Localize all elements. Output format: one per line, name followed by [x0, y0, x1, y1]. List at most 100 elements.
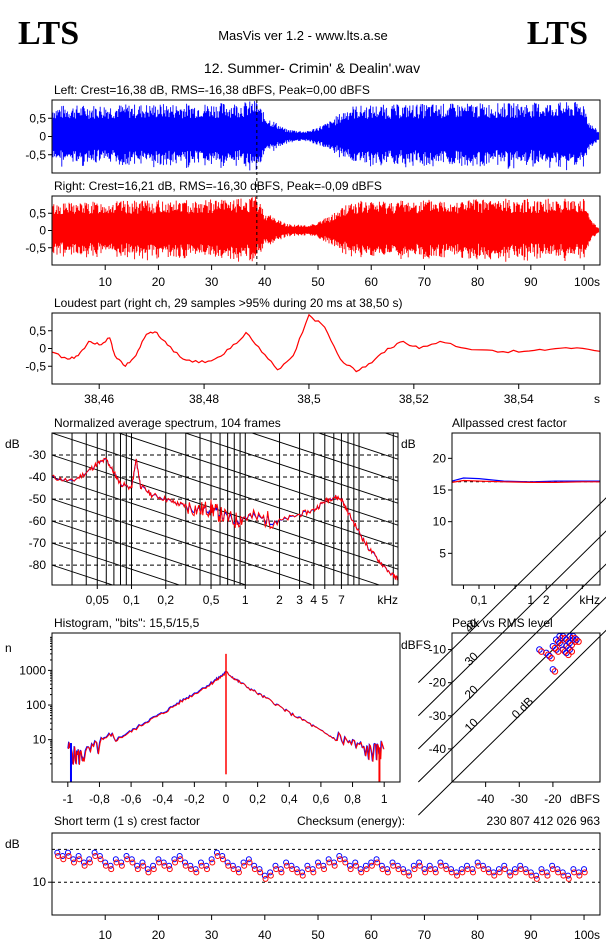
loudest-x-label: 38,52 [399, 392, 429, 406]
short-crest-point-left [251, 862, 258, 869]
peak-rms-title: Peak vs RMS level [452, 616, 553, 630]
spectrum-slope-line [52, 433, 398, 548]
short-crest-point-right [251, 866, 258, 873]
peak-rms-point-right [575, 638, 582, 645]
spectrum-slope-line [52, 520, 248, 585]
short-crest-point-left [474, 859, 481, 866]
loudest-x-label: 38,46 [84, 392, 114, 406]
short-crest-point-left [64, 849, 71, 856]
crest-series-0 [451, 477, 600, 483]
short-crest-point-right [108, 866, 115, 873]
short-crest-point-left [155, 856, 162, 863]
spectrum-y-label: -80 [29, 558, 47, 572]
short-crest-point-left [208, 856, 215, 863]
peak-rms-y-label: -10 [429, 643, 447, 657]
right-waveform-y-label: 0,5 [29, 206, 46, 220]
histogram-x-label: 1 [381, 792, 388, 806]
short-crest-point-left [416, 859, 423, 866]
spectrum-x-label: 0,5 [203, 593, 220, 607]
short-crest-point-left [182, 859, 189, 866]
peak-rms-diag-label: 0 dB [509, 694, 536, 721]
short-crest-point-left [54, 849, 61, 856]
peak-rms-y-label: -20 [429, 676, 447, 690]
short-crest-point-left [197, 859, 204, 866]
loudest-x-label: 38,54 [504, 392, 534, 406]
waveform-x-label: 100 [574, 275, 594, 289]
spectrum-y-label: -70 [29, 536, 47, 550]
short-crest-point-right [544, 872, 551, 879]
histogram-y-label: 1000 [19, 663, 46, 677]
loudest-y-label: 0 [39, 342, 46, 356]
short-crest-point-left [176, 852, 183, 859]
loudest-trace [51, 313, 601, 373]
loudest-frame [51, 312, 601, 385]
short-crest-point-right [523, 869, 530, 876]
short-crest-point-left [463, 862, 470, 869]
spectrum-x-label: 4 [310, 593, 317, 607]
peak-rms-point-left [566, 639, 574, 647]
spectrum-y-unit: dB [5, 437, 20, 451]
short-crest-point-right [193, 869, 200, 876]
short-crest-point-right [422, 869, 429, 876]
crest-y-label: 20 [433, 451, 447, 465]
short-crest-point-left [495, 866, 502, 873]
spectrum-right-trace [52, 457, 398, 581]
peak-rms-diagonal [418, 563, 606, 750]
short-crest-point-right [337, 856, 344, 863]
short-crest-y-unit: dB [5, 837, 20, 851]
crest-y-label: 15 [433, 483, 447, 497]
right-waveform-y-label: 0 [39, 224, 46, 238]
left-waveform-title: Left: Crest=16,38 dB, RMS=-16,38 dBFS, P… [54, 83, 370, 97]
short-crest-point-left [261, 872, 268, 879]
waveform-x-label: 70 [418, 275, 432, 289]
waveform-x-label: 30 [205, 275, 219, 289]
peak-rms-point-right [548, 654, 555, 662]
waveform-x-label: 40 [258, 275, 272, 289]
peak-rms-point-right [544, 651, 552, 659]
histogram-x-label: -1 [62, 792, 73, 806]
short-crest-point-left [325, 856, 332, 863]
crest-x-unit: kHz [579, 593, 600, 607]
short-crest-point-right [241, 862, 248, 869]
short-crest-point-right [219, 856, 226, 863]
short-crest-x-label: 90 [524, 928, 538, 942]
histogram-x-label: 0,2 [249, 792, 266, 806]
short-crest-point-left [362, 862, 369, 869]
logo-right: LTS [527, 15, 588, 52]
peak-rms-frame [451, 632, 601, 783]
peak-rms-diag-label: 20 [462, 682, 482, 702]
short-crest-point-right [507, 872, 514, 879]
short-crest-point-right [565, 875, 572, 882]
short-crest-point-left [373, 856, 380, 863]
short-crest-x-label: 20 [152, 928, 166, 942]
short-crest-point-left [315, 859, 322, 866]
short-crest-point-right [230, 866, 237, 873]
short-crest-point-right [528, 872, 535, 879]
short-crest-point-right [156, 859, 163, 866]
short-crest-point-right [475, 862, 482, 869]
short-crest-point-left [501, 862, 508, 869]
spectrum-slope-line [52, 476, 381, 585]
short-crest-point-right [384, 869, 391, 876]
peak-rms-point-right [538, 648, 545, 655]
short-crest-point-right [118, 862, 125, 869]
short-crest-point-right [145, 869, 152, 876]
track-title: 12. Summer- Crimin' & Dealin'.wav [204, 60, 420, 76]
waveform-x-label: 20 [152, 275, 166, 289]
left-waveform-y-label: 0 [39, 130, 46, 144]
short-crest-point-right [374, 859, 381, 866]
waveform-x-label: 50 [311, 275, 325, 289]
left-waveform-y-label: -0,5 [25, 148, 46, 162]
short-crest-point-right [214, 852, 221, 859]
short-crest-y-label: 10 [33, 875, 47, 889]
short-crest-point-right [150, 866, 157, 873]
crest-y-label: 5 [439, 546, 446, 560]
short-crest-point-right [55, 852, 62, 859]
short-crest-point-left [458, 866, 465, 873]
short-crest-point-left [112, 856, 119, 863]
short-crest-point-left [213, 849, 220, 856]
short-crest-point-right [485, 869, 492, 876]
peak-rms-point-right [554, 648, 562, 655]
waveform-x-label: 10 [99, 275, 113, 289]
short-crest-point-right [560, 872, 567, 879]
